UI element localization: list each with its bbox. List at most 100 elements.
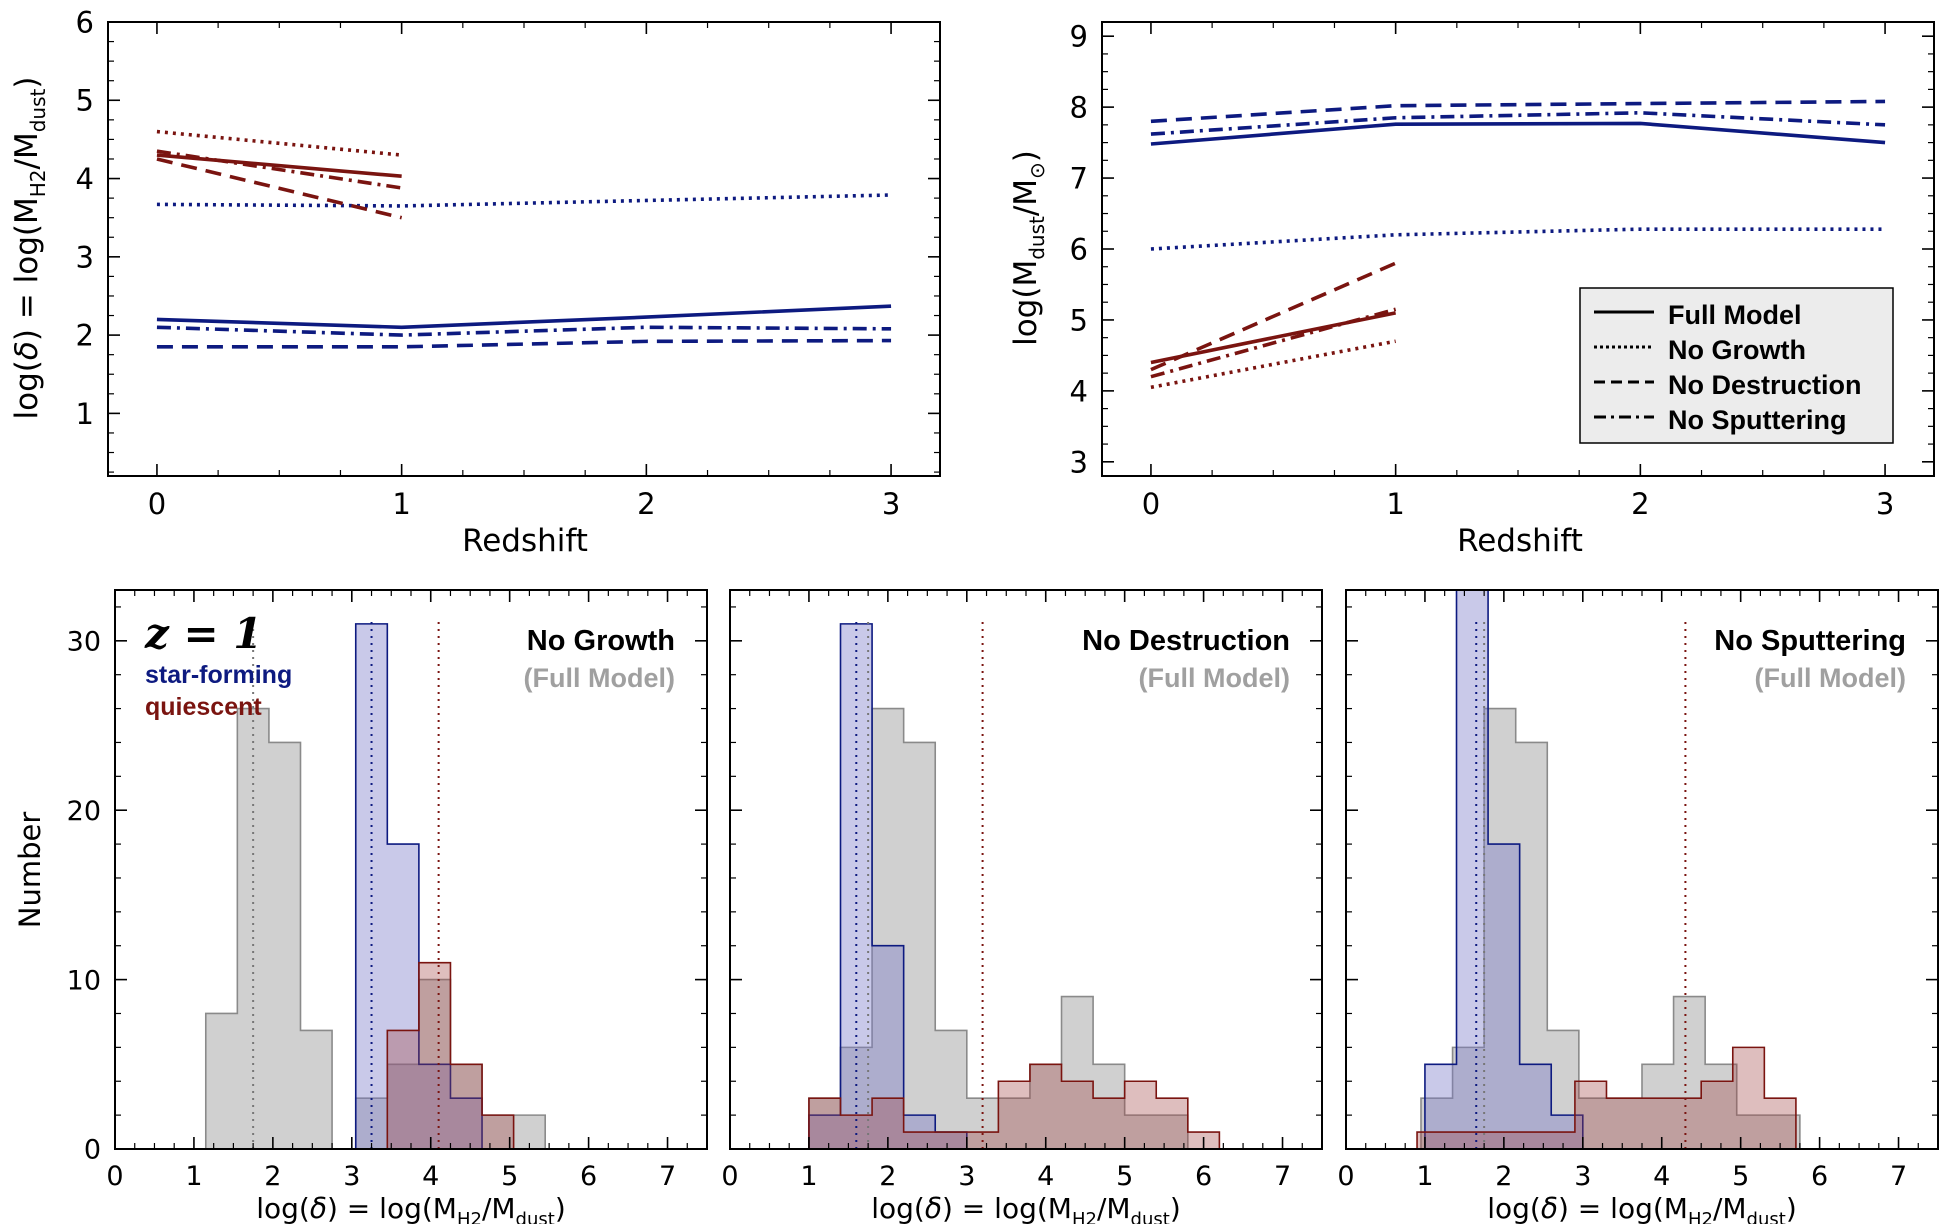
y-axis-label: log(Mdust/M⊙) xyxy=(1008,150,1049,346)
panel-delta-vs-redshift: 0 1 2 3 1 2 3 4 5 6 Redshift log(δ) = log(MH2/Mdu… xyxy=(9,5,941,559)
series-line-quiescent-no-sputtering xyxy=(1150,307,1397,379)
x-tick-label: 0 xyxy=(148,487,166,521)
x-tick-label: 5 xyxy=(1732,1161,1749,1192)
x-tick-label: 4 xyxy=(1653,1161,1670,1192)
panel-title: No Destruction xyxy=(1082,625,1290,657)
panel-hist-no-destruction: 0 1 2 3 4 5 6 7 No Destruction (Full Model) log… xyxy=(721,589,1323,1224)
legend-box xyxy=(1579,287,1894,444)
x-tick-label: 0 xyxy=(721,1161,738,1192)
x-axis-label: log(δ) = log(MH2/Mdust) xyxy=(256,1192,566,1224)
panel-hist-no-sputtering: 0 1 2 3 4 5 6 7 No Sputtering (Full Model) log(… xyxy=(1337,589,1939,1224)
series-line-quiescent-no-growth xyxy=(1150,339,1396,390)
y-tick-label: 30 xyxy=(67,627,101,658)
x-tick-label: 0 xyxy=(1142,487,1160,521)
plot-frame xyxy=(729,589,1323,1150)
x-tick-label: 5 xyxy=(1116,1161,1133,1192)
redshift-label: z = 1 xyxy=(144,609,263,658)
y-tick-label: 20 xyxy=(67,796,101,827)
y-tick-label: 8 xyxy=(1070,91,1088,125)
series-line-star-forming-no-sputtering xyxy=(156,325,892,337)
histogram-q xyxy=(1416,1046,1797,1150)
legend: Full Model No Growth No Destruction No S… xyxy=(1579,287,1894,444)
y-tick-label: 9 xyxy=(1070,20,1088,54)
x-tick-label: 2 xyxy=(1631,487,1649,521)
x-tick-label: 7 xyxy=(659,1161,676,1192)
label-quiescent: quiescent xyxy=(145,693,262,721)
series-line-quiescent-no-destruction xyxy=(1150,261,1397,372)
histogram-grey xyxy=(204,707,333,1150)
y-axis-label: Number xyxy=(13,812,47,929)
y-tick-label: 5 xyxy=(1070,303,1088,337)
series-line-star-forming-no-destruction xyxy=(156,338,892,349)
x-tick-label: 0 xyxy=(106,1161,123,1192)
x-tick-label: 5 xyxy=(501,1161,518,1192)
histogram-q xyxy=(386,961,515,1150)
x-tick-label: 3 xyxy=(1574,1161,1591,1192)
x-tick-label: 3 xyxy=(882,487,900,521)
series-line-star-forming-no-sputtering xyxy=(1150,110,1886,136)
plot-frame xyxy=(114,589,708,1150)
x-tick-label: 1 xyxy=(800,1161,817,1192)
x-tick-label: 7 xyxy=(1274,1161,1291,1192)
legend-no-destruction: No Destruction xyxy=(1668,370,1862,400)
y-tick-label: 6 xyxy=(1070,232,1088,266)
x-tick-label: 3 xyxy=(343,1161,360,1192)
x-tick-label: 1 xyxy=(1386,487,1404,521)
x-tick-label: 4 xyxy=(1037,1161,1054,1192)
histogram-sf xyxy=(1424,589,1584,1150)
legend-full-model: Full Model xyxy=(1668,300,1801,330)
panel-title: No Growth xyxy=(527,625,675,657)
label-star-forming: star-forming xyxy=(145,661,292,689)
x-tick-label: 1 xyxy=(1416,1161,1433,1192)
x-axis-label: Redshift xyxy=(462,523,588,559)
x-tick-label: 2 xyxy=(637,487,655,521)
x-tick-label: 2 xyxy=(879,1161,896,1192)
panel-dustmass-vs-redshift: 0 1 2 3 3 4 5 6 7 8 9 Redshift log(Mdust/M⊙) Full … xyxy=(1008,20,1935,559)
panel-hist-no-growth: 0 1 2 3 4 5 6 7 0 10 20 30 No Growth (Full Model) z… xyxy=(13,589,708,1224)
x-tick-label: 6 xyxy=(580,1161,597,1192)
x-axis-label: log(δ) = log(MH2/Mdust) xyxy=(871,1192,1181,1224)
y-tick-label: 3 xyxy=(76,240,94,274)
y-tick-label: 5 xyxy=(76,84,94,118)
y-tick-label: 4 xyxy=(1070,374,1088,408)
x-tick-label: 7 xyxy=(1890,1161,1907,1192)
y-axis-label: log(δ) = log(MH2/Mdust) xyxy=(9,77,50,420)
x-tick-label: 6 xyxy=(1811,1161,1828,1192)
series-line-star-forming-full-model xyxy=(1150,121,1886,146)
y-tick-label: 10 xyxy=(67,965,101,996)
y-tick-label: 6 xyxy=(76,5,94,39)
x-tick-label: 4 xyxy=(422,1161,439,1192)
legend-no-growth: No Growth xyxy=(1668,335,1806,365)
y-tick-label: 0 xyxy=(84,1135,101,1166)
x-tick-label: 1 xyxy=(392,487,410,521)
panel-title: No Sputtering xyxy=(1714,625,1906,657)
series-line-quiescent-no-sputtering xyxy=(156,149,402,190)
x-tick-label: 2 xyxy=(1495,1161,1512,1192)
histogram-q xyxy=(808,1063,1221,1150)
series-line-star-forming-full-model xyxy=(156,304,892,330)
y-tick-label: 3 xyxy=(1070,445,1088,479)
y-tick-label: 4 xyxy=(76,162,94,196)
x-tick-label: 0 xyxy=(1337,1161,1354,1192)
panel-subtitle: (Full Model) xyxy=(1139,663,1290,693)
panel-subtitle: (Full Model) xyxy=(1755,663,1906,693)
y-tick-label: 1 xyxy=(76,397,94,431)
x-axis-label: log(δ) = log(MH2/Mdust) xyxy=(1487,1192,1797,1224)
x-tick-label: 1 xyxy=(185,1161,202,1192)
series-line-star-forming-no-growth xyxy=(1150,227,1886,251)
plot-frame xyxy=(1345,589,1939,1150)
plot-frame xyxy=(107,21,941,477)
legend-no-sputtering: No Sputtering xyxy=(1668,405,1846,435)
x-tick-label: 6 xyxy=(1195,1161,1212,1192)
series-line-star-forming-no-growth xyxy=(156,193,892,208)
series-line-star-forming-no-destruction xyxy=(1150,99,1886,124)
series-line-quiescent-no-destruction xyxy=(156,157,403,220)
y-tick-label: 7 xyxy=(1070,162,1088,196)
panel-subtitle: (Full Model) xyxy=(524,663,675,693)
x-tick-label: 3 xyxy=(1876,487,1894,521)
x-tick-label: 2 xyxy=(264,1161,281,1192)
x-tick-label: 3 xyxy=(958,1161,975,1192)
y-tick-label: 2 xyxy=(76,319,94,353)
x-axis-label: Redshift xyxy=(1457,523,1583,559)
